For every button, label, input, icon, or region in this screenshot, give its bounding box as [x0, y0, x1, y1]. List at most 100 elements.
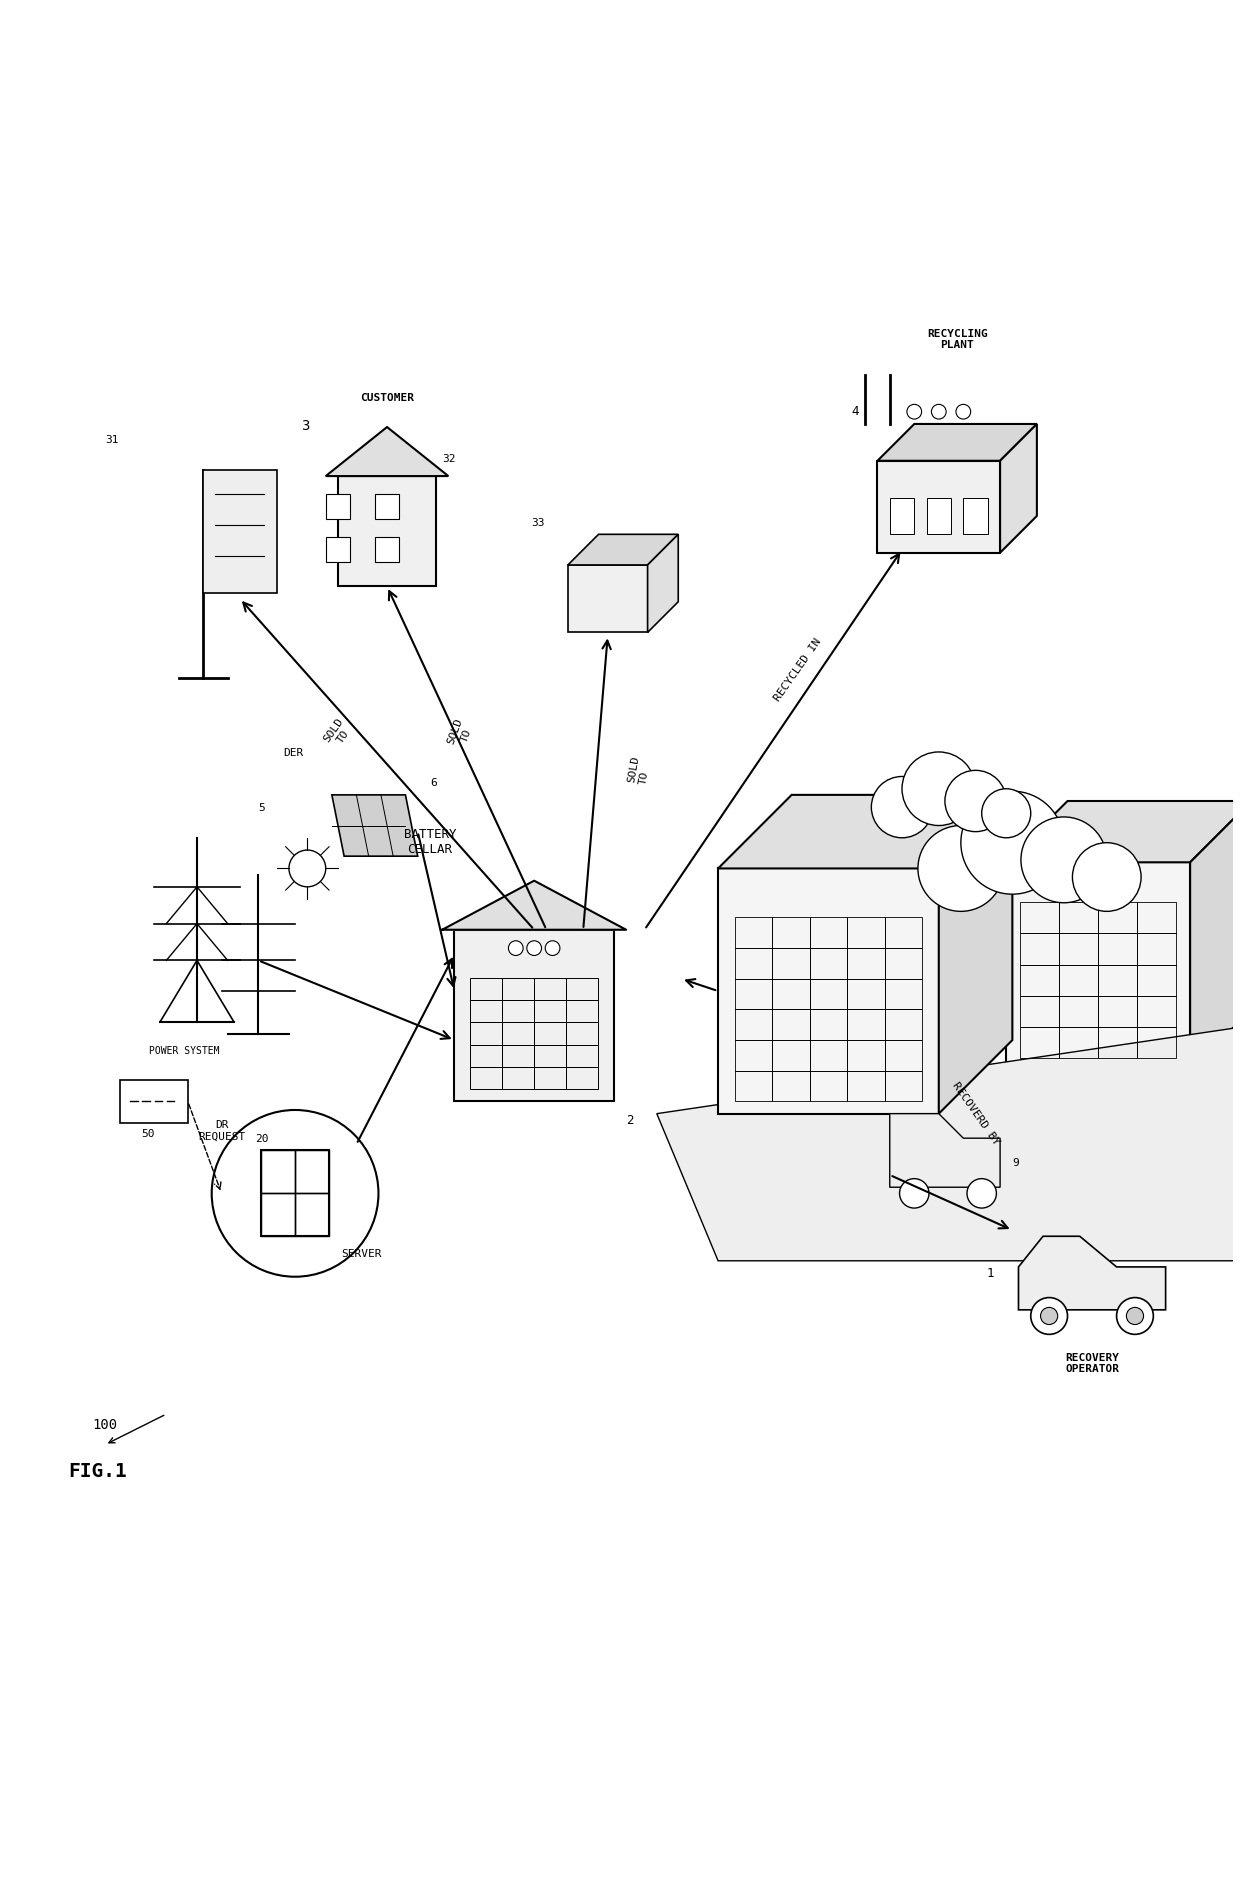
Bar: [374, 537, 399, 561]
Bar: [534, 1023, 565, 1044]
Bar: [1059, 933, 1099, 965]
Circle shape: [899, 1179, 929, 1208]
Bar: [884, 918, 923, 948]
Bar: [1137, 902, 1177, 933]
Bar: [565, 1023, 598, 1044]
Bar: [295, 1151, 329, 1193]
Text: 4: 4: [852, 405, 859, 418]
Bar: [734, 948, 773, 980]
Bar: [455, 929, 614, 1102]
Bar: [878, 462, 1001, 552]
Polygon shape: [443, 880, 626, 929]
Polygon shape: [1001, 424, 1037, 552]
Bar: [262, 1151, 329, 1236]
Bar: [295, 1193, 329, 1236]
Bar: [773, 1070, 810, 1102]
Circle shape: [1126, 1307, 1143, 1324]
Text: SOLD
TO: SOLD TO: [626, 755, 652, 786]
Polygon shape: [568, 535, 678, 565]
Bar: [120, 1080, 187, 1123]
Text: 5: 5: [258, 803, 265, 814]
Bar: [847, 1040, 884, 1070]
Bar: [262, 1151, 295, 1193]
Polygon shape: [718, 869, 939, 1113]
Text: 9: 9: [1012, 1157, 1019, 1168]
Bar: [1059, 965, 1099, 997]
Text: BATTERY
CELLAR: BATTERY CELLAR: [404, 829, 456, 855]
Circle shape: [1021, 818, 1107, 902]
Polygon shape: [939, 795, 1012, 1113]
Bar: [810, 948, 847, 980]
Bar: [734, 1040, 773, 1070]
Circle shape: [872, 776, 932, 838]
Bar: [502, 1023, 534, 1044]
Text: DER: DER: [283, 748, 303, 757]
Bar: [773, 948, 810, 980]
Text: CUSTOMER: CUSTOMER: [360, 392, 414, 403]
Text: SOLD
TO: SOLD TO: [446, 718, 475, 750]
Polygon shape: [1190, 801, 1240, 1070]
Bar: [1099, 965, 1137, 997]
Bar: [734, 980, 773, 1010]
Text: POWER SYSTEM: POWER SYSTEM: [150, 1046, 219, 1057]
Text: DR
REQUEST: DR REQUEST: [198, 1119, 246, 1142]
Bar: [734, 1070, 773, 1102]
Bar: [890, 497, 914, 535]
Bar: [884, 1070, 923, 1102]
Bar: [565, 978, 598, 1000]
Circle shape: [1073, 842, 1141, 912]
Bar: [502, 1000, 534, 1023]
Polygon shape: [1006, 801, 1240, 863]
Text: FIG.1: FIG.1: [68, 1462, 126, 1481]
Bar: [1021, 933, 1059, 965]
Bar: [203, 469, 277, 593]
Bar: [326, 537, 350, 561]
Bar: [847, 948, 884, 980]
Bar: [773, 918, 810, 948]
Bar: [810, 1010, 847, 1040]
Polygon shape: [718, 795, 1012, 869]
Bar: [534, 1066, 565, 1089]
Bar: [1137, 997, 1177, 1027]
Bar: [565, 1066, 598, 1089]
Text: 3: 3: [301, 418, 310, 433]
Text: 32: 32: [443, 454, 456, 463]
Bar: [1059, 1027, 1099, 1059]
Text: 50: 50: [141, 1129, 155, 1140]
Polygon shape: [332, 795, 418, 855]
Polygon shape: [878, 424, 1037, 462]
Bar: [374, 494, 399, 518]
Bar: [847, 1070, 884, 1102]
Bar: [773, 1040, 810, 1070]
Polygon shape: [1018, 1236, 1166, 1309]
Bar: [1099, 1027, 1137, 1059]
Bar: [1099, 997, 1137, 1027]
Circle shape: [1030, 1298, 1068, 1334]
Text: 20: 20: [255, 1134, 269, 1144]
Circle shape: [931, 405, 946, 418]
Text: RECYCLING
PLANT: RECYCLING PLANT: [926, 330, 987, 350]
Circle shape: [906, 405, 921, 418]
Bar: [1137, 1027, 1177, 1059]
Bar: [565, 1000, 598, 1023]
Bar: [1137, 933, 1177, 965]
Circle shape: [1116, 1298, 1153, 1334]
Bar: [810, 918, 847, 948]
Polygon shape: [568, 565, 647, 633]
Bar: [1021, 902, 1059, 933]
Bar: [470, 1066, 502, 1089]
Polygon shape: [890, 1113, 1001, 1187]
Bar: [1137, 965, 1177, 997]
Bar: [1059, 902, 1099, 933]
Bar: [470, 1023, 502, 1044]
Bar: [502, 978, 534, 1000]
Bar: [734, 1010, 773, 1040]
Circle shape: [546, 940, 560, 955]
Bar: [534, 978, 565, 1000]
Bar: [847, 918, 884, 948]
Text: 6: 6: [430, 778, 436, 788]
Text: 2: 2: [626, 1113, 634, 1127]
Text: RECYCLED IN: RECYCLED IN: [773, 637, 823, 703]
Bar: [773, 1010, 810, 1040]
Bar: [565, 1044, 598, 1066]
